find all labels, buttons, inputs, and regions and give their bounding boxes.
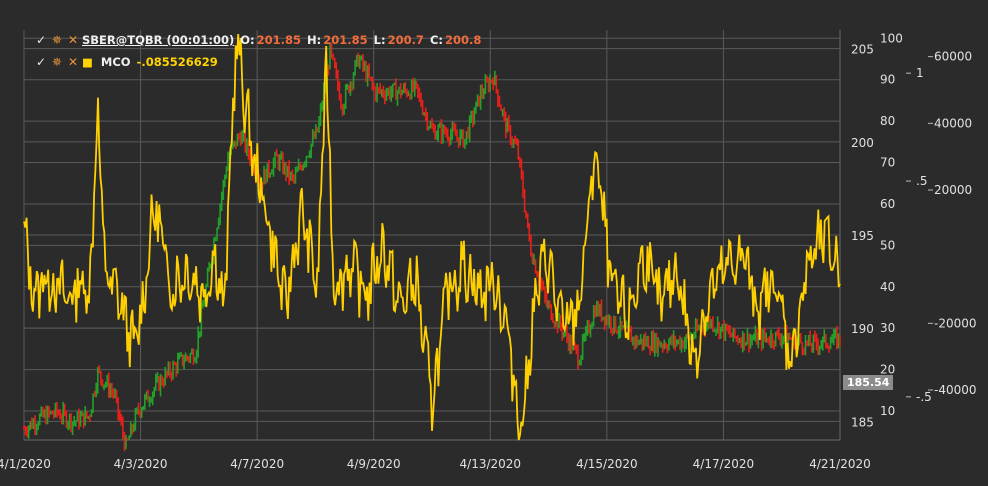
mco-series bbox=[23, 34, 841, 441]
price-tick-label: 205 bbox=[851, 43, 874, 57]
x-axis: 4/1/2020 4/3/2020 4/7/2020 4/9/2020 4/13/202… bbox=[0, 457, 871, 471]
open-label: O: bbox=[240, 33, 255, 47]
price-tick-label: 185 bbox=[851, 415, 874, 429]
mco-tick-label: 10 bbox=[880, 404, 895, 418]
high-label: H: bbox=[307, 33, 322, 47]
indicator-title: MCO bbox=[100, 55, 131, 69]
center-tick-label: -.5 bbox=[916, 390, 932, 404]
open-value: 201.85 bbox=[256, 33, 301, 47]
mco-axis-center: 1 .5 -.5 bbox=[906, 66, 932, 404]
right-tick-label: 40000 bbox=[934, 116, 972, 130]
mco-tick-label: 100 bbox=[880, 31, 903, 45]
last-price-tag: 185.54 bbox=[843, 375, 894, 390]
visibility-check-icon[interactable]: ✓ bbox=[35, 33, 47, 47]
gear-icon[interactable]: ✵ bbox=[51, 55, 63, 69]
mco-axis-right: 60000 40000 20000 -20000 -40000 bbox=[928, 50, 977, 397]
mco-line bbox=[23, 34, 841, 441]
legend-main: ✓ ✵ ✕ SBER@TQBR (00:01:00) O: 201.85 H: … bbox=[34, 31, 487, 49]
right-tick-label: -40000 bbox=[934, 383, 977, 397]
close-icon[interactable]: ✕ bbox=[67, 33, 79, 47]
mco-tick-label: 20 bbox=[880, 363, 895, 377]
low-label: L: bbox=[373, 33, 386, 47]
mco-tick-label: 40 bbox=[880, 280, 895, 294]
price-series bbox=[23, 42, 841, 452]
right-tick-label: -20000 bbox=[934, 316, 977, 330]
mco-tick-label: 50 bbox=[880, 238, 895, 252]
mco-tick-label: 90 bbox=[880, 73, 895, 87]
mco-tick-label: 80 bbox=[880, 114, 895, 128]
series-title[interactable]: SBER@TQBR (00:01:00) bbox=[82, 33, 235, 47]
x-tick-label: 4/13/2020 bbox=[460, 457, 522, 471]
mco-tick-label: 70 bbox=[880, 156, 895, 170]
mco-axis-left: 10 20 30 40 50 60 70 80 90 100 bbox=[880, 31, 903, 418]
x-tick-label: 4/15/2020 bbox=[576, 457, 638, 471]
center-tick-label: 1 bbox=[916, 66, 924, 80]
center-tick-label: .5 bbox=[916, 174, 927, 188]
right-tick-label: 60000 bbox=[934, 50, 972, 64]
visibility-check-icon[interactable]: ✓ bbox=[35, 55, 47, 69]
mco-tick-label: 30 bbox=[880, 321, 895, 335]
x-tick-label: 4/3/2020 bbox=[114, 457, 168, 471]
close-icon[interactable]: ✕ bbox=[67, 55, 79, 69]
x-tick-label: 4/1/2020 bbox=[0, 457, 51, 471]
price-tick-label: 190 bbox=[851, 322, 874, 336]
x-tick-label: 4/7/2020 bbox=[230, 457, 284, 471]
right-tick-label: 20000 bbox=[934, 183, 972, 197]
grid bbox=[23, 30, 841, 441]
x-tick-label: 4/17/2020 bbox=[693, 457, 755, 471]
price-tick-label: 195 bbox=[851, 229, 874, 243]
color-swatch-icon[interactable]: ■ bbox=[82, 55, 93, 69]
price-axis: 185 190 195 200 205 bbox=[851, 43, 874, 430]
close-label: C: bbox=[429, 33, 443, 47]
high-value: 201.85 bbox=[323, 33, 368, 47]
low-value: 200.7 bbox=[387, 33, 424, 47]
indicator-value: -.085526629 bbox=[136, 55, 218, 69]
gear-icon[interactable]: ✵ bbox=[51, 33, 63, 47]
legend-indicator: ✓ ✵ ✕ ■ MCO -.085526629 bbox=[34, 53, 218, 71]
x-tick-label: 4/21/2020 bbox=[809, 457, 871, 471]
price-tick-label: 200 bbox=[851, 136, 874, 150]
close-value: 200.8 bbox=[445, 33, 482, 47]
mco-tick-label: 60 bbox=[880, 197, 895, 211]
x-tick-label: 4/9/2020 bbox=[347, 457, 401, 471]
